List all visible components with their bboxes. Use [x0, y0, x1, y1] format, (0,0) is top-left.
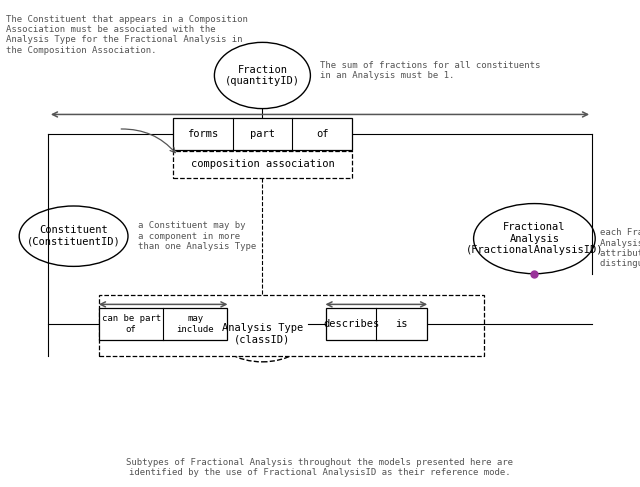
Text: Fractional
Analysis
(FractionalAnalysisID): Fractional Analysis (FractionalAnalysisI… [466, 222, 603, 255]
Bar [173, 150, 352, 177]
Text: describes: describes [323, 319, 379, 329]
Text: The sum of fractions for all constituents
in an Analysis must be 1.: The sum of fractions for all constituent… [320, 61, 540, 80]
Text: can be part
of: can be part of [102, 314, 161, 334]
Ellipse shape [474, 204, 595, 274]
Text: a Constituent may by
a component in more
than one Analysis Type: a Constituent may by a component in more… [138, 221, 256, 251]
Text: Fraction
(quantityID): Fraction (quantityID) [225, 65, 300, 86]
Ellipse shape [214, 42, 310, 109]
Text: each Fractional
Analysis has a type
attribute used to
distinguish subtypes: each Fractional Analysis has a type attr… [600, 228, 640, 268]
Text: part: part [250, 129, 275, 139]
Text: of: of [316, 129, 328, 139]
Text: Subtypes of Fractional Analysis throughout the models presented here are
identif: Subtypes of Fractional Analysis througho… [127, 458, 513, 477]
Text: forms: forms [187, 129, 218, 139]
Text: Analysis Type
(classID): Analysis Type (classID) [222, 323, 303, 344]
Bar [99, 308, 227, 340]
Bar [326, 308, 427, 340]
FancyArrowPatch shape [121, 129, 175, 152]
Bar [99, 295, 484, 356]
Text: is: is [396, 319, 408, 329]
Ellipse shape [19, 206, 128, 266]
Text: Constituent
(ConstituentID): Constituent (ConstituentID) [27, 225, 120, 247]
Ellipse shape [216, 305, 308, 362]
Bar [173, 118, 352, 150]
Text: composition association: composition association [191, 159, 334, 169]
Text: may
include: may include [177, 314, 214, 334]
Text: The Constituent that appears in a Composition
Association must be associated wit: The Constituent that appears in a Compos… [6, 15, 248, 55]
